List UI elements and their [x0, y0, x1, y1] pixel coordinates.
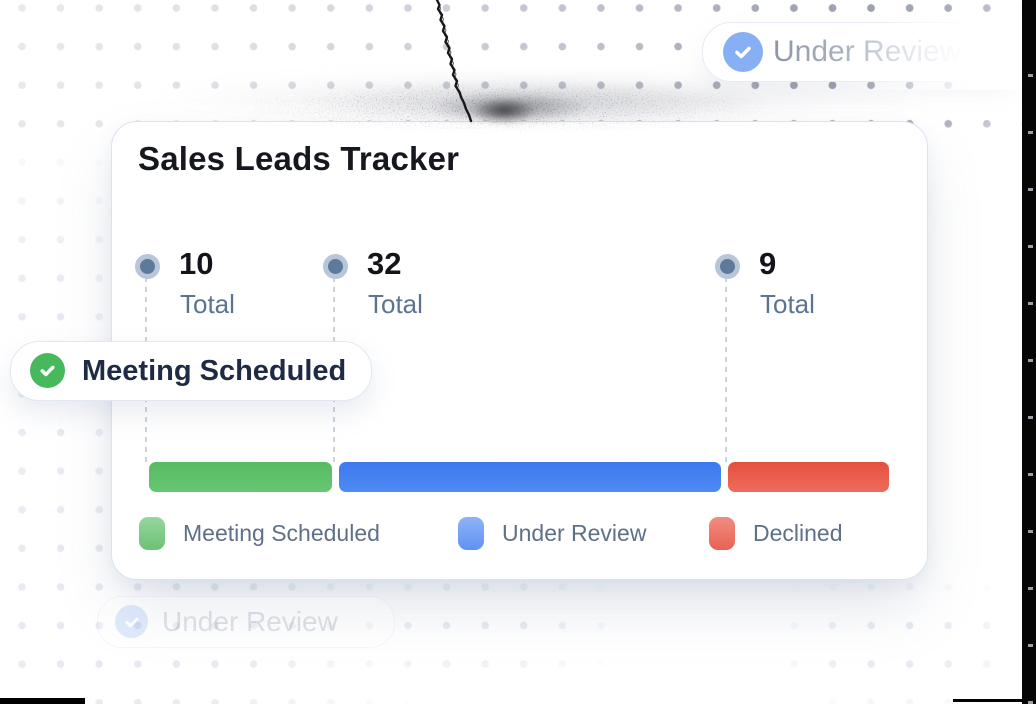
- stat-label: Total: [368, 289, 423, 319]
- bar-segment-declined[interactable]: [728, 462, 889, 492]
- status-chip-under-review-faded[interactable]: Under Review: [97, 596, 395, 648]
- bar-segment-meeting-scheduled[interactable]: [149, 462, 332, 492]
- legend-swatch-blue: [458, 517, 484, 550]
- status-chip-label: Under Review: [162, 606, 338, 637]
- stat-dot-icon: [135, 254, 160, 279]
- legend-label: Declined: [753, 520, 843, 546]
- status-chip-label: Under Review: [773, 23, 961, 81]
- stat-declined: 9 Total: [715, 246, 885, 341]
- legend-label: Meeting Scheduled: [183, 520, 380, 546]
- check-icon: [30, 353, 65, 388]
- check-icon: [723, 32, 763, 72]
- legend-swatch-red: [709, 517, 735, 550]
- stat-value: 10: [179, 246, 214, 281]
- stat-label: Total: [760, 289, 815, 319]
- ink-smudge-mid: [300, 82, 770, 124]
- edge-ruler-ticks: [1028, 20, 1033, 704]
- stat-under-review: 32 Total: [323, 246, 493, 341]
- status-chip-under-review[interactable]: Under Review: [702, 22, 1018, 82]
- legend-swatch-green: [139, 517, 165, 550]
- status-chip-label: Meeting Scheduled: [82, 355, 347, 387]
- crop-mark-bottom-left: [0, 698, 85, 704]
- stat-dot-icon: [715, 254, 740, 279]
- stat-dot-icon: [323, 254, 348, 279]
- legend-label: Under Review: [502, 520, 647, 546]
- card-title: Sales Leads Tracker: [138, 140, 460, 177]
- crop-mark-bottom-right: [953, 699, 1023, 702]
- pen-scribble-icon: [435, 0, 473, 123]
- bar-segment-under-review[interactable]: [339, 462, 721, 492]
- stat-value: 9: [759, 246, 777, 281]
- check-icon: [115, 605, 148, 638]
- stat-meeting-scheduled: 10 Total: [135, 246, 305, 341]
- ink-smudge-dark: [430, 92, 590, 124]
- stat-value: 32: [367, 246, 402, 281]
- legend: Meeting Scheduled Under Review Declined: [112, 517, 927, 551]
- stat-label: Total: [180, 289, 235, 319]
- status-chip-meeting-scheduled[interactable]: Meeting Scheduled: [10, 341, 372, 401]
- stacked-progress-bar: [112, 462, 927, 492]
